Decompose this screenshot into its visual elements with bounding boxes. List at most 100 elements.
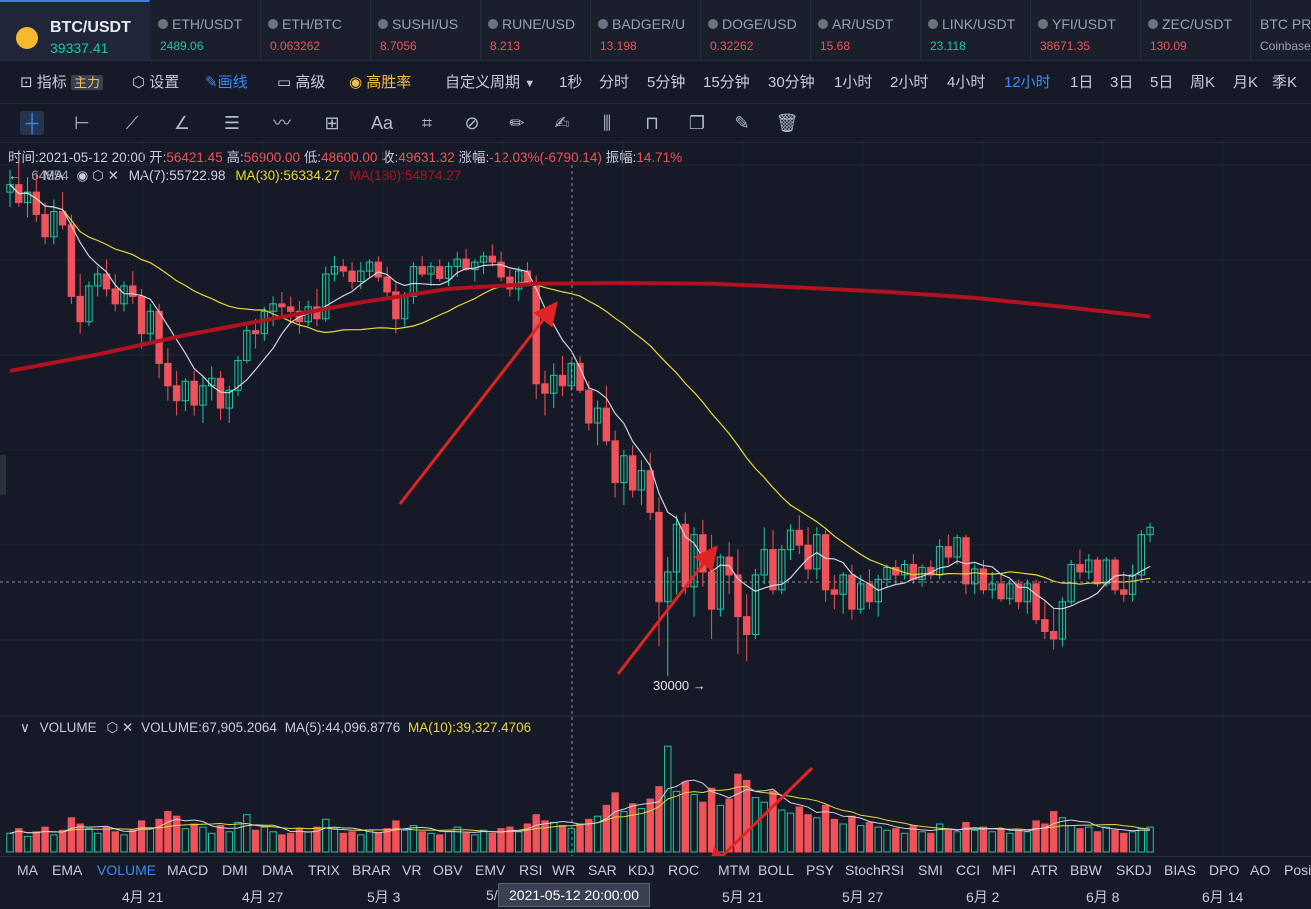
candle-body xyxy=(137,295,146,335)
ticker-item[interactable]: ETH/USDT 2489.06 xyxy=(150,0,261,60)
ticker-item[interactable]: RUNE/USD 8.213 xyxy=(480,0,591,60)
candle-body xyxy=(856,583,865,610)
indicator-trix[interactable]: TRIX xyxy=(308,862,340,878)
crosshair-icon[interactable]: ┼ xyxy=(20,111,44,135)
custom-period-dropdown[interactable]: 自定义周期 ▼ xyxy=(445,74,536,91)
period-0[interactable]: 1秒 xyxy=(559,74,583,91)
draw-button[interactable]: ✎画线 xyxy=(205,74,248,91)
period-13[interactable]: 月K xyxy=(1233,74,1259,91)
ray-icon[interactable]: ⟋ xyxy=(125,113,139,133)
ticker-item[interactable]: YFI/USDT 38671.35 xyxy=(1030,0,1141,60)
period-8[interactable]: 12小时 xyxy=(1004,74,1051,91)
candle-body xyxy=(85,285,93,323)
volume-bar xyxy=(585,818,593,853)
note-icon[interactable]: ✎ xyxy=(734,113,750,133)
period-7[interactable]: 4小时 xyxy=(947,74,986,91)
period-11[interactable]: 5日 xyxy=(1150,74,1174,91)
ticker-item[interactable]: DOGE/USD 0.32262 xyxy=(700,0,811,60)
indicator-roc[interactable]: ROC xyxy=(668,862,700,878)
indicator-atr[interactable]: ATR xyxy=(1031,862,1058,878)
brush-icon[interactable]: ✍ xyxy=(554,113,570,133)
indicator-stochrsi[interactable]: StochRSI xyxy=(845,862,905,878)
indicator-dpo[interactable]: DPO xyxy=(1209,862,1240,878)
period-12[interactable]: 周K xyxy=(1190,74,1216,91)
text-icon[interactable]: Aa xyxy=(370,113,394,133)
indicator-rsi[interactable]: RSI xyxy=(519,862,543,878)
angle-icon[interactable]: ∠ xyxy=(173,113,191,133)
indicator-ma[interactable]: MA xyxy=(17,862,38,878)
indicator-posi[interactable]: Posi xyxy=(1284,862,1311,878)
period-9[interactable]: 1日 xyxy=(1070,74,1094,91)
indicator-emv[interactable]: EMV xyxy=(475,862,506,878)
period-5[interactable]: 1小时 xyxy=(834,74,873,91)
period-6[interactable]: 2小时 xyxy=(890,74,929,91)
eye-icon[interactable]: ◉ xyxy=(76,168,89,183)
indicator-macd[interactable]: MACD xyxy=(167,862,209,878)
indicator-kdj[interactable]: KDJ xyxy=(628,862,655,878)
indicator-bias[interactable]: BIAS xyxy=(1164,862,1196,878)
period-14[interactable]: 季K xyxy=(1272,74,1298,91)
indicator-brar[interactable]: BRAR xyxy=(352,862,391,878)
ticker-item[interactable]: BTC PR Coinbase xyxy=(1250,0,1311,60)
indicator-ao[interactable]: AO xyxy=(1250,862,1271,878)
indicator-bbw[interactable]: BBW xyxy=(1070,862,1102,878)
advanced-button[interactable]: ▭ 高级 xyxy=(277,74,326,91)
indicator-sar[interactable]: SAR xyxy=(588,862,617,878)
ticker-item[interactable]: AR/USDT 15.68 xyxy=(810,0,921,60)
period-2[interactable]: 5分钟 xyxy=(647,74,686,91)
collapse-icon[interactable]: ∨ xyxy=(20,720,30,735)
ticker-item[interactable]: ETH/BTC 0.063262 xyxy=(260,0,371,60)
side-panel-handle[interactable] xyxy=(0,455,6,495)
indicator-button[interactable]: ⊡ 指标 主力 xyxy=(20,71,103,92)
candle-body xyxy=(742,616,751,636)
close-icon[interactable]: ✕ xyxy=(122,720,134,735)
indicator-skdj[interactable]: SKDJ xyxy=(1116,862,1152,878)
ticker-item[interactable]: BTC/USDT 39337.41 xyxy=(0,0,150,60)
volume-bar xyxy=(637,807,646,853)
indicator-smi[interactable]: SMI xyxy=(918,862,943,878)
wave-icon[interactable]: 〰 xyxy=(273,113,291,133)
indicator-mtm[interactable]: MTM xyxy=(718,862,750,878)
indicator-vr[interactable]: VR xyxy=(402,862,422,878)
indicator-dma[interactable]: DMA xyxy=(262,862,294,878)
candle-pattern-icon[interactable]: ⫼ xyxy=(602,113,612,133)
parallel-channel-icon[interactable]: ☰ xyxy=(223,113,241,133)
indicator-boll[interactable]: BOLL xyxy=(758,862,794,878)
pencil-icon[interactable]: ✏ xyxy=(509,113,525,133)
price-range-icon[interactable]: ⊘ xyxy=(464,113,480,133)
indicator-wr[interactable]: WR xyxy=(552,862,576,878)
volume-bar xyxy=(856,825,865,853)
indicator-mfi[interactable]: MFI xyxy=(992,862,1017,878)
indicator-psy[interactable]: PSY xyxy=(806,862,835,878)
lock-icon[interactable]: ⊓ xyxy=(644,113,660,133)
volume-bar xyxy=(944,829,953,853)
measure-icon[interactable]: ⌗ xyxy=(421,113,433,133)
settings-button[interactable]: ⬡ 设置 xyxy=(132,74,180,91)
period-4[interactable]: 30分钟 xyxy=(768,74,815,91)
candlestick-chart[interactable]: 30000 → xyxy=(0,140,1311,856)
indicator-cci[interactable]: CCI xyxy=(956,862,981,878)
ticker-item[interactable]: BADGER/U 13.198 xyxy=(590,0,701,60)
ticker-item[interactable]: LINK/USDT 23.118 xyxy=(920,0,1031,60)
volume-bar xyxy=(278,834,286,853)
period-10[interactable]: 3日 xyxy=(1110,74,1134,91)
volume-bar xyxy=(453,826,461,853)
gear-icon[interactable]: ⬡ xyxy=(106,720,119,735)
candle-body xyxy=(453,258,461,268)
indicator-ema[interactable]: EMA xyxy=(52,862,83,878)
indicator-dmi[interactable]: DMI xyxy=(222,862,248,878)
gear-icon[interactable]: ⬡ xyxy=(92,168,104,183)
win-rate-button[interactable]: ◉ 高胜率 xyxy=(349,74,412,91)
copy-icon[interactable]: ❐ xyxy=(688,113,706,133)
rectangle-icon[interactable]: ⊞ xyxy=(324,113,340,133)
delete-icon[interactable]: 🗑 xyxy=(775,113,799,133)
indicator-obv[interactable]: OBV xyxy=(433,862,463,878)
period-3[interactable]: 15分钟 xyxy=(703,74,750,91)
close-icon[interactable]: ✕ xyxy=(107,168,119,183)
ticker-item[interactable]: SUSHI/US 8.7056 xyxy=(370,0,481,60)
collapse-arrow-icon[interactable]: ← xyxy=(8,168,22,183)
ticker-item[interactable]: ZEC/USDT 130.09 xyxy=(1140,0,1251,60)
indicator-volume[interactable]: VOLUME xyxy=(97,862,157,878)
horizontal-line-icon[interactable]: ⊢ xyxy=(74,113,90,133)
period-1[interactable]: 分时 xyxy=(599,74,630,91)
